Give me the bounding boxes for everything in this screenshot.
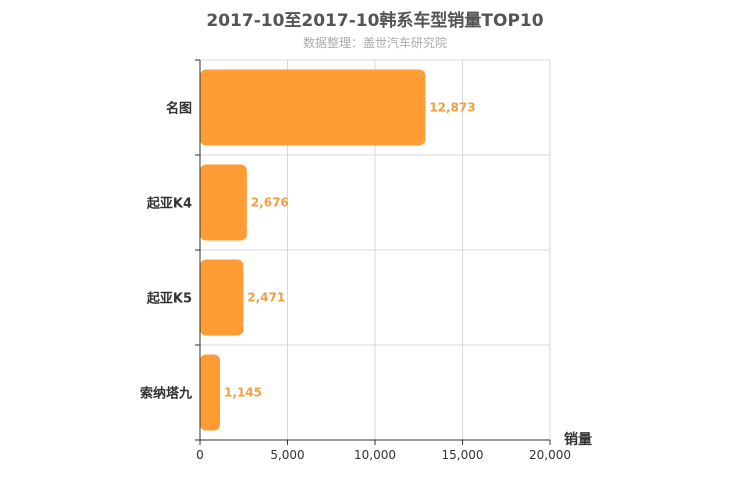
- x-axis-label: 销量: [564, 431, 592, 448]
- bar-索纳塔九: [200, 354, 221, 431]
- bar-起亚K5: [200, 259, 244, 336]
- x-tick-label: 0: [196, 448, 204, 462]
- y-tick-label: 名图: [166, 101, 192, 117]
- x-tick-label: 20,000: [529, 448, 571, 462]
- data-label: 12,873: [429, 101, 475, 115]
- y-tick-label: 索纳塔九: [140, 386, 192, 402]
- data-label: 2,471: [247, 291, 285, 305]
- x-tick-label: 5,000: [270, 448, 304, 462]
- chart-subtitle: 数据整理：盖世汽车研究院: [302, 36, 447, 50]
- bar-起亚K4: [200, 164, 247, 241]
- y-tick-label: 起亚K4: [146, 196, 192, 212]
- bar-名图: [200, 69, 426, 146]
- data-label: 1,145: [224, 386, 262, 400]
- data-label: 2,676: [251, 196, 289, 210]
- x-tick-label: 10,000: [354, 448, 396, 462]
- chart-title: 2017-10至2017-10韩系车型销量TOP10: [206, 11, 544, 31]
- x-tick-label: 15,000: [442, 448, 484, 462]
- y-tick-label: 起亚K5: [146, 291, 192, 307]
